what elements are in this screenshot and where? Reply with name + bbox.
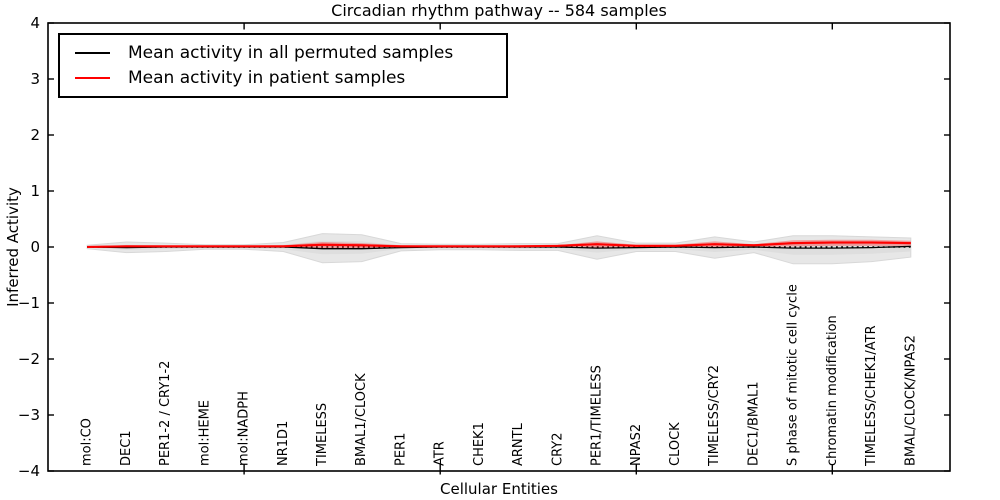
- x-category-label: TIMELESS/CRY2: [707, 365, 722, 467]
- legend-item-permuted: Mean activity in all permuted samples: [60, 43, 506, 63]
- y-tick-label: 1: [30, 182, 40, 200]
- x-category-label: chromatin modification: [825, 315, 840, 466]
- x-category-label: mol:NADPH: [237, 391, 252, 466]
- y-tick-label: −1: [18, 294, 40, 312]
- y-tick-label: 3: [30, 70, 40, 88]
- x-category-label: ARNTL: [511, 422, 526, 466]
- patient-mean-line: [87, 241, 911, 248]
- x-category-label: S phase of mitotic cell cycle: [786, 284, 801, 466]
- x-category-label: PER1: [394, 433, 409, 466]
- x-category-label: TIMELESS: [315, 403, 330, 467]
- x-category-label: DEC1/BMAL1: [746, 382, 761, 467]
- x-category-label: CLOCK: [668, 422, 683, 466]
- y-tick-label: −2: [18, 350, 40, 368]
- y-tick-label: 4: [30, 14, 40, 32]
- y-axis-label: Inferred Activity: [4, 187, 22, 307]
- x-category-label: mol:CO: [80, 418, 95, 466]
- legend-line-sample-patient: [75, 77, 110, 80]
- legend-item-patient: Mean activity in patient samples: [60, 68, 506, 88]
- x-category-label: ATR: [433, 441, 448, 466]
- x-axis-label: Cellular Entities: [440, 480, 558, 498]
- chart-title: Circadian rhythm pathway -- 584 samples: [331, 1, 667, 20]
- x-category-label: PER1/TIMELESS: [590, 365, 605, 466]
- x-category-label: NR1D1: [276, 421, 291, 466]
- y-tick-label: 0: [30, 238, 40, 256]
- y-tick-label: −4: [18, 462, 40, 480]
- x-category-label: DEC1: [119, 430, 134, 466]
- y-tick-label: −3: [18, 406, 40, 424]
- x-category-label: PER1-2 / CRY1-2: [158, 361, 173, 466]
- legend-label-patient: Mean activity in patient samples: [128, 68, 406, 89]
- x-category-label: mol:HEME: [197, 400, 212, 466]
- x-category-label: BMAL1/CLOCK: [354, 373, 369, 466]
- legend: Mean activity in all permuted samples Me…: [58, 33, 508, 98]
- x-category-label: TIMELESS/CHEK1/ATR: [864, 325, 879, 467]
- x-category-label: CHEK1: [472, 422, 487, 466]
- permuted-envelope-outer: [86, 233, 912, 265]
- x-category-label: BMAL/CLOCK/NPAS2: [903, 335, 918, 466]
- x-category-label: CRY2: [550, 433, 565, 467]
- legend-line-sample-permuted: [75, 51, 110, 54]
- legend-label-permuted: Mean activity in all permuted samples: [128, 42, 454, 63]
- x-category-label: NPAS2: [629, 424, 644, 466]
- y-tick-label: 2: [30, 126, 40, 144]
